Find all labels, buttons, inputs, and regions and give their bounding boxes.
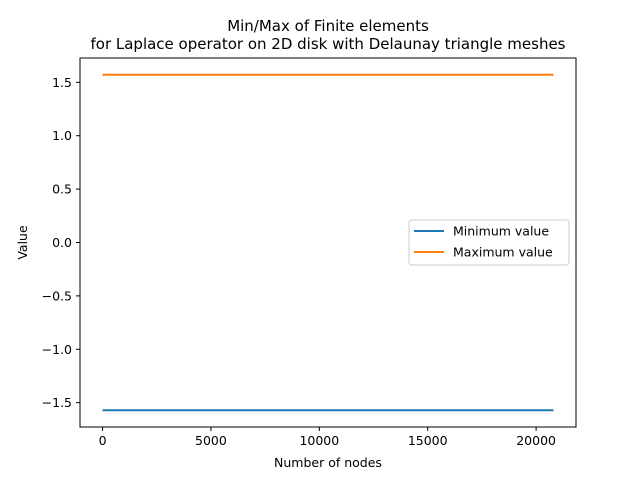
y-tick-label: −0.5	[42, 288, 72, 303]
y-tick-label: 0.0	[52, 235, 72, 250]
y-tick-label: −1.0	[42, 342, 72, 357]
x-tick-label: 10000	[299, 433, 339, 448]
y-axis-ticks: 1.5 1.0 0.5 0.0 −0.5 −1.0 −1.5	[42, 75, 80, 410]
chart-title: Min/Max of Finite elements	[227, 17, 429, 35]
y-tick-label: 0.5	[52, 182, 72, 197]
x-tick-label: 0	[99, 433, 107, 448]
plot-lines	[102, 73, 554, 412]
legend: Minimum value Maximum value	[408, 219, 570, 266]
x-axis-label: Number of nodes	[274, 455, 382, 470]
y-axis-label: Value	[15, 225, 30, 260]
x-axis-ticks: 0 5000 10000 15000 20000	[99, 427, 556, 448]
x-tick-label: 20000	[516, 433, 556, 448]
y-tick-label: −1.5	[42, 395, 72, 410]
x-tick-label: 15000	[408, 433, 448, 448]
legend-label-minimum: Minimum value	[453, 224, 549, 239]
chart-subtitle: for Laplace operator on 2D disk with Del…	[90, 35, 565, 53]
y-tick-label: 1.0	[52, 128, 72, 143]
x-tick-label: 5000	[195, 433, 227, 448]
legend-label-maximum: Maximum value	[453, 245, 553, 260]
y-tick-label: 1.5	[52, 75, 72, 90]
legend-frame	[408, 219, 570, 266]
plot-area-frame	[79, 57, 577, 428]
